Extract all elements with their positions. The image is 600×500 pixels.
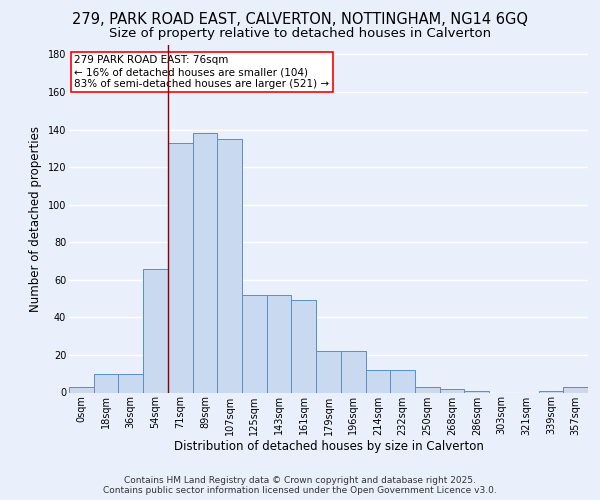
Bar	[316, 351, 341, 393]
Bar	[440, 388, 464, 392]
Bar	[415, 387, 440, 392]
Bar	[168, 142, 193, 392]
Bar	[143, 268, 168, 392]
Bar	[464, 390, 489, 392]
Bar	[94, 374, 118, 392]
Y-axis label: Number of detached properties: Number of detached properties	[29, 126, 42, 312]
X-axis label: Distribution of detached houses by size in Calverton: Distribution of detached houses by size …	[173, 440, 484, 453]
Text: Contains HM Land Registry data © Crown copyright and database right 2025.
Contai: Contains HM Land Registry data © Crown c…	[103, 476, 497, 495]
Bar	[365, 370, 390, 392]
Text: 279, PARK ROAD EAST, CALVERTON, NOTTINGHAM, NG14 6GQ: 279, PARK ROAD EAST, CALVERTON, NOTTINGH…	[72, 12, 528, 28]
Bar	[69, 387, 94, 392]
Bar	[292, 300, 316, 392]
Bar	[563, 387, 588, 392]
Text: Size of property relative to detached houses in Calverton: Size of property relative to detached ho…	[109, 28, 491, 40]
Bar	[341, 351, 365, 393]
Bar	[193, 134, 217, 392]
Bar	[217, 139, 242, 392]
Bar	[242, 295, 267, 392]
Bar	[267, 295, 292, 392]
Bar	[390, 370, 415, 392]
Text: 279 PARK ROAD EAST: 76sqm
← 16% of detached houses are smaller (104)
83% of semi: 279 PARK ROAD EAST: 76sqm ← 16% of detac…	[74, 56, 329, 88]
Bar	[539, 390, 563, 392]
Bar	[118, 374, 143, 392]
